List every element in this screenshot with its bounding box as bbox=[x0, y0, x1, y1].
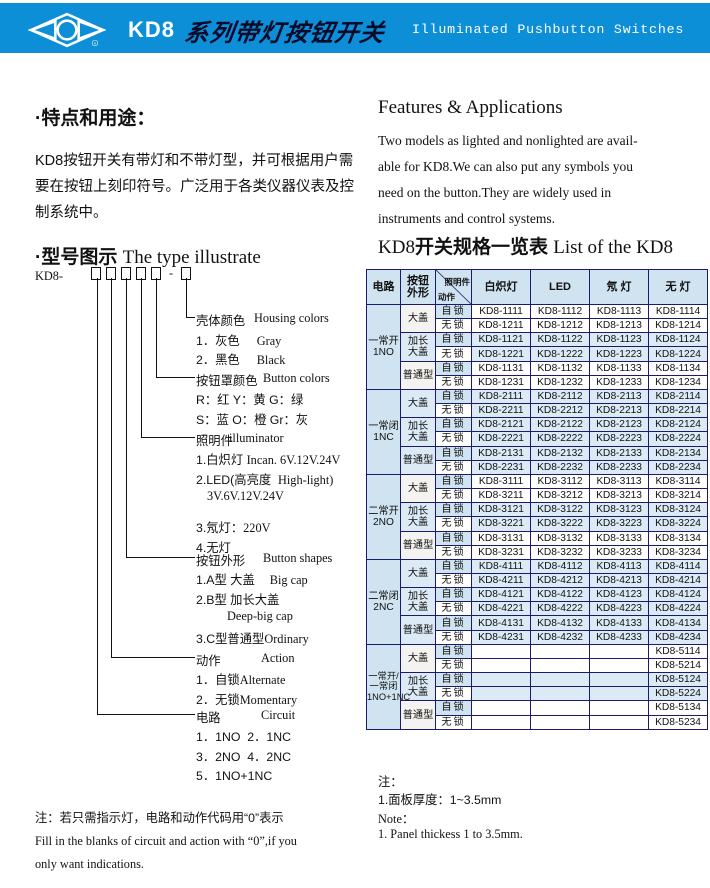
svg-text:照明件: 照明件 bbox=[444, 277, 470, 287]
svg-text:动作: 动作 bbox=[438, 292, 456, 302]
